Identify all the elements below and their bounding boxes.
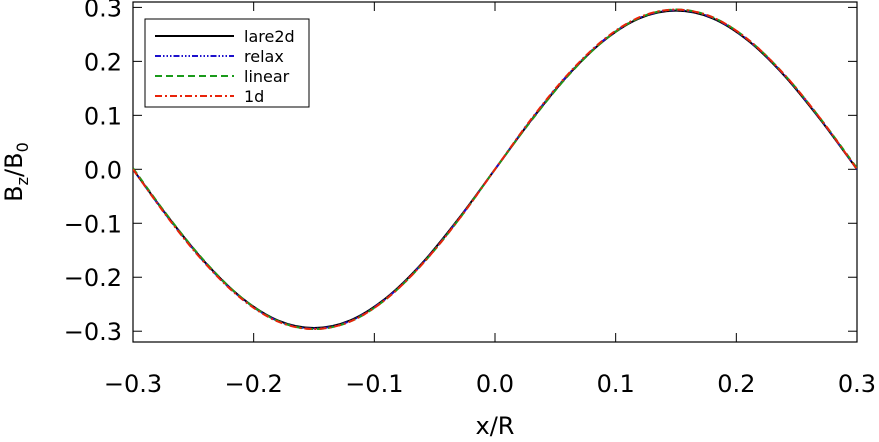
y-tick-label: 0.2 [84,48,122,76]
series-line-1d [133,8,857,331]
y-tick-label: 0.0 [84,156,122,184]
x-tick-label: −0.1 [345,370,403,398]
x-tick-label: −0.3 [104,370,162,398]
x-tick-label: 0.2 [717,370,755,398]
y-axis-title-sub1: z [13,177,32,185]
legend-label-relax: relax [244,47,284,66]
y-tick-label: −0.1 [64,210,122,238]
y-tick-label: −0.3 [64,318,122,346]
y-axis-title-main: B [0,185,28,201]
y-axis-ticks: −0.3 −0.2 −0.1 0.0 0.1 0.2 0.3 [64,0,857,346]
x-axis-ticks: −0.3 −0.2 −0.1 0.0 0.1 0.2 0.3 [104,2,876,398]
legend-label-linear: linear [244,67,290,86]
y-tick-label: −0.2 [64,264,122,292]
x-tick-label: 0.0 [476,370,514,398]
legend-box [144,18,310,108]
y-axis-title-sub2: 0 [13,142,32,152]
y-axis-title: Bz/B0 [0,142,32,202]
y-tick-label: 0.1 [84,102,122,130]
x-tick-label: 0.1 [597,370,635,398]
y-axis-title-sep: /B [0,152,28,177]
legend-label-lare2d: lare2d [244,27,295,46]
svg-text:Bz/B0: Bz/B0 [0,142,32,202]
series-layer [133,8,857,331]
y-tick-label: 0.3 [84,0,122,22]
x-tick-label: −0.2 [225,370,283,398]
x-axis-title: x/R [476,412,515,440]
legend-label-1d: 1d [244,87,264,106]
x-tick-label: 0.3 [838,370,876,398]
